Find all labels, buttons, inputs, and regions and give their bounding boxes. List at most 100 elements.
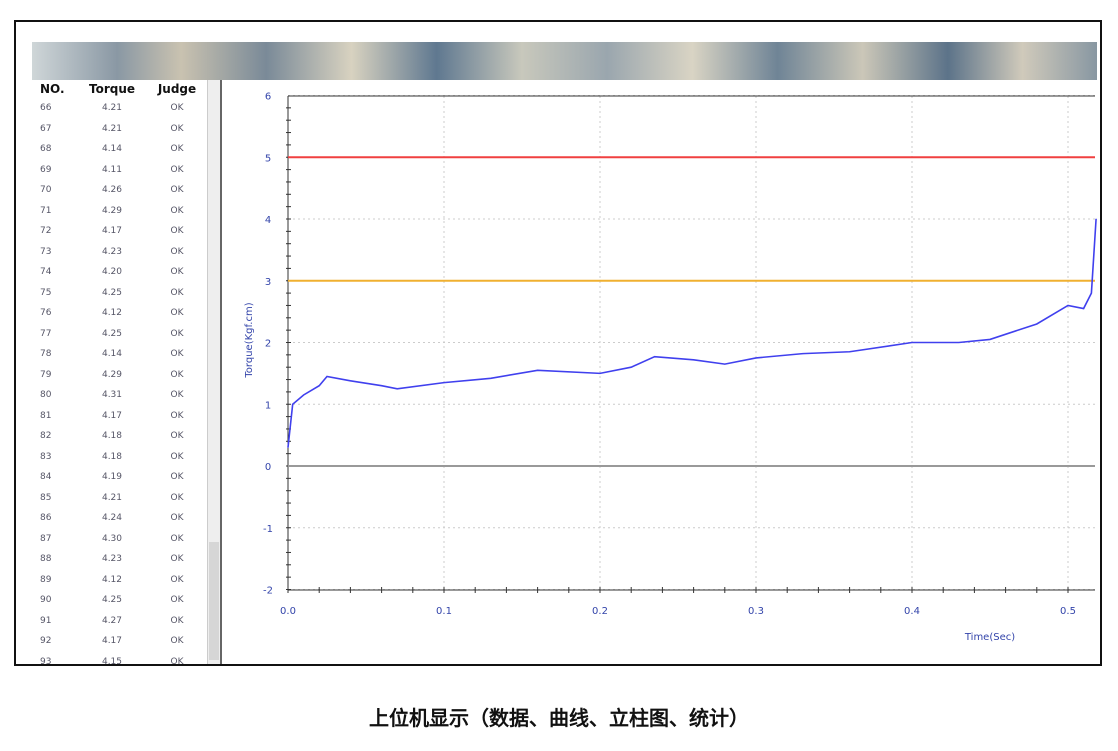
cell-judge: OK bbox=[170, 472, 184, 483]
data-point bbox=[292, 403, 294, 405]
cell-no: 75 bbox=[40, 287, 52, 298]
cell-no: 91 bbox=[40, 615, 52, 626]
table-row[interactable]: 71 4.29 OK bbox=[32, 201, 207, 222]
cell-judge: OK bbox=[170, 656, 184, 664]
table-row[interactable]: 73 4.23 OK bbox=[32, 242, 207, 263]
cell-torque: 4.26 bbox=[101, 185, 123, 196]
y-axis-label: Torque(Kgf.cm) bbox=[244, 302, 255, 378]
y-tick-label: 0 bbox=[265, 462, 271, 473]
cell-judge: OK bbox=[170, 431, 184, 442]
table-row[interactable]: 88 4.23 OK bbox=[32, 549, 207, 570]
cell-torque: 4.21 bbox=[101, 123, 123, 134]
cell-torque: 4.24 bbox=[101, 513, 123, 524]
cell-torque: 4.25 bbox=[101, 328, 123, 339]
cell-no: 84 bbox=[40, 472, 52, 483]
y-tick-label: 2 bbox=[265, 339, 271, 350]
table-row[interactable]: 77 4.25 OK bbox=[32, 324, 207, 345]
col-judge[interactable]: Judge bbox=[157, 82, 197, 96]
cell-torque: 4.15 bbox=[101, 656, 123, 664]
table-row[interactable]: 85 4.21 OK bbox=[32, 488, 207, 509]
table-row[interactable]: 78 4.14 OK bbox=[32, 344, 207, 365]
scrollbar-thumb[interactable] bbox=[209, 542, 219, 660]
data-point bbox=[490, 377, 492, 379]
table-row[interactable]: 66 4.21 OK bbox=[32, 98, 207, 119]
table-row[interactable]: 90 4.25 OK bbox=[32, 590, 207, 611]
cell-judge: OK bbox=[170, 349, 184, 360]
table-row[interactable]: 87 4.30 OK bbox=[32, 529, 207, 550]
cell-judge: OK bbox=[170, 390, 184, 401]
y-tick-label: 4 bbox=[265, 215, 271, 226]
x-tick-label: 0.5 bbox=[1060, 606, 1076, 617]
panel-divider[interactable] bbox=[220, 80, 222, 664]
col-no[interactable]: NO. bbox=[40, 82, 65, 96]
table-row[interactable]: 89 4.12 OK bbox=[32, 570, 207, 591]
data-point bbox=[630, 366, 632, 368]
cell-no: 80 bbox=[40, 390, 52, 401]
table-row[interactable]: 75 4.25 OK bbox=[32, 283, 207, 304]
data-point bbox=[443, 382, 445, 384]
cell-torque: 4.12 bbox=[101, 574, 123, 585]
cell-torque: 4.30 bbox=[101, 533, 123, 544]
cell-no: 72 bbox=[40, 226, 52, 237]
table-row[interactable]: 91 4.27 OK bbox=[32, 611, 207, 632]
table-row[interactable]: 93 4.15 OK bbox=[32, 652, 207, 664]
table-row[interactable]: 74 4.20 OK bbox=[32, 262, 207, 283]
table-row[interactable]: 86 4.24 OK bbox=[32, 508, 207, 529]
data-point bbox=[911, 342, 913, 343]
data-point bbox=[724, 363, 726, 365]
results-table: NO. Torque Judge 66 4.21 OK 67 4.21 OK 68 4.14 O… bbox=[32, 80, 207, 664]
cell-no: 70 bbox=[40, 185, 52, 196]
table-row[interactable]: 70 4.26 OK bbox=[32, 180, 207, 201]
cell-torque: 4.31 bbox=[101, 390, 123, 401]
cell-torque: 4.17 bbox=[101, 410, 123, 421]
table-row[interactable]: 69 4.11 OK bbox=[32, 160, 207, 181]
cell-no: 71 bbox=[40, 205, 52, 216]
table-row[interactable]: 81 4.17 OK bbox=[32, 406, 207, 427]
col-torque[interactable]: Torque bbox=[88, 82, 136, 96]
table-scrollbar[interactable] bbox=[207, 80, 220, 664]
cell-no: 92 bbox=[40, 636, 52, 647]
x-axis-label: Time(Sec) bbox=[964, 632, 1015, 643]
table-row[interactable]: 79 4.29 OK bbox=[32, 365, 207, 386]
cell-judge: OK bbox=[170, 554, 184, 565]
table-row[interactable]: 72 4.17 OK bbox=[32, 221, 207, 242]
table-row[interactable]: 83 4.18 OK bbox=[32, 447, 207, 468]
data-point bbox=[802, 353, 804, 355]
cell-torque: 4.14 bbox=[101, 144, 123, 155]
data-point bbox=[1067, 304, 1069, 306]
cell-no: 74 bbox=[40, 267, 52, 278]
cell-no: 83 bbox=[40, 451, 52, 462]
table-row[interactable]: 76 4.12 OK bbox=[32, 303, 207, 324]
cell-judge: OK bbox=[170, 410, 184, 421]
cell-torque: 4.23 bbox=[101, 246, 123, 257]
data-point bbox=[326, 375, 328, 377]
cell-no: 87 bbox=[40, 533, 52, 544]
cell-torque: 4.17 bbox=[101, 226, 123, 237]
cell-judge: OK bbox=[170, 615, 184, 626]
table-row[interactable]: 67 4.21 OK bbox=[32, 119, 207, 140]
cell-judge: OK bbox=[170, 533, 184, 544]
cell-judge: OK bbox=[170, 205, 184, 216]
data-point bbox=[287, 446, 289, 448]
cell-no: 68 bbox=[40, 144, 52, 155]
cell-no: 90 bbox=[40, 595, 52, 606]
data-point bbox=[755, 357, 757, 359]
cell-judge: OK bbox=[170, 574, 184, 585]
x-tick-label: 0.1 bbox=[436, 606, 452, 617]
cell-torque: 4.18 bbox=[101, 451, 123, 462]
cell-judge: OK bbox=[170, 267, 184, 278]
table-row[interactable]: 84 4.19 OK bbox=[32, 467, 207, 488]
cell-torque: 4.21 bbox=[101, 103, 123, 114]
table-row[interactable]: 80 4.31 OK bbox=[32, 385, 207, 406]
cell-judge: OK bbox=[170, 636, 184, 647]
table-row[interactable]: 92 4.17 OK bbox=[32, 631, 207, 652]
table-row[interactable]: 82 4.18 OK bbox=[32, 426, 207, 447]
cell-torque: 4.19 bbox=[101, 472, 123, 483]
cell-torque: 4.17 bbox=[101, 636, 123, 647]
x-tick-label: 0.3 bbox=[748, 606, 764, 617]
y-tick-label: 6 bbox=[265, 92, 271, 103]
cell-judge: OK bbox=[170, 246, 184, 257]
table-row[interactable]: 68 4.14 OK bbox=[32, 139, 207, 160]
cell-no: 88 bbox=[40, 554, 52, 565]
data-point bbox=[381, 385, 383, 387]
